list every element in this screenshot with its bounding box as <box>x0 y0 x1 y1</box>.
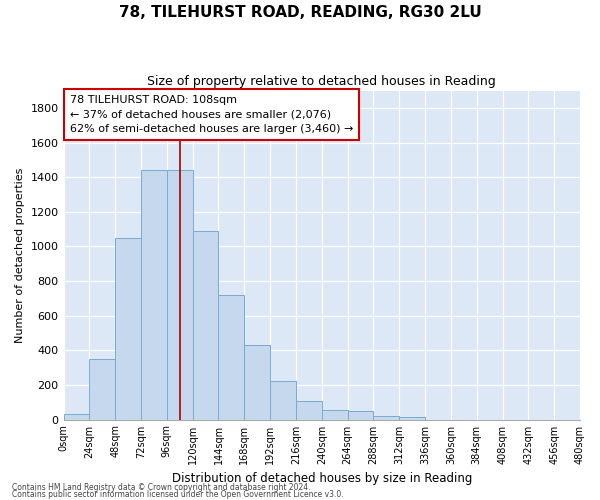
Bar <box>399 417 425 420</box>
Title: Size of property relative to detached houses in Reading: Size of property relative to detached ho… <box>148 75 496 88</box>
Bar <box>244 345 270 420</box>
Bar <box>270 382 296 420</box>
Bar <box>322 410 347 420</box>
Bar <box>373 416 399 420</box>
Bar <box>193 231 218 420</box>
Y-axis label: Number of detached properties: Number of detached properties <box>15 168 25 342</box>
Bar <box>167 170 193 420</box>
X-axis label: Distribution of detached houses by size in Reading: Distribution of detached houses by size … <box>172 472 472 485</box>
Bar <box>141 170 167 420</box>
Bar <box>115 238 141 420</box>
Bar <box>218 295 244 420</box>
Bar <box>347 411 373 420</box>
Text: Contains HM Land Registry data © Crown copyright and database right 2024.: Contains HM Land Registry data © Crown c… <box>12 484 311 492</box>
Text: 78, TILEHURST ROAD, READING, RG30 2LU: 78, TILEHURST ROAD, READING, RG30 2LU <box>119 5 481 20</box>
Bar <box>64 414 89 420</box>
Text: Contains public sector information licensed under the Open Government Licence v3: Contains public sector information licen… <box>12 490 344 499</box>
Text: 78 TILEHURST ROAD: 108sqm
← 37% of detached houses are smaller (2,076)
62% of se: 78 TILEHURST ROAD: 108sqm ← 37% of detac… <box>70 95 353 134</box>
Bar <box>89 359 115 420</box>
Bar <box>296 402 322 419</box>
